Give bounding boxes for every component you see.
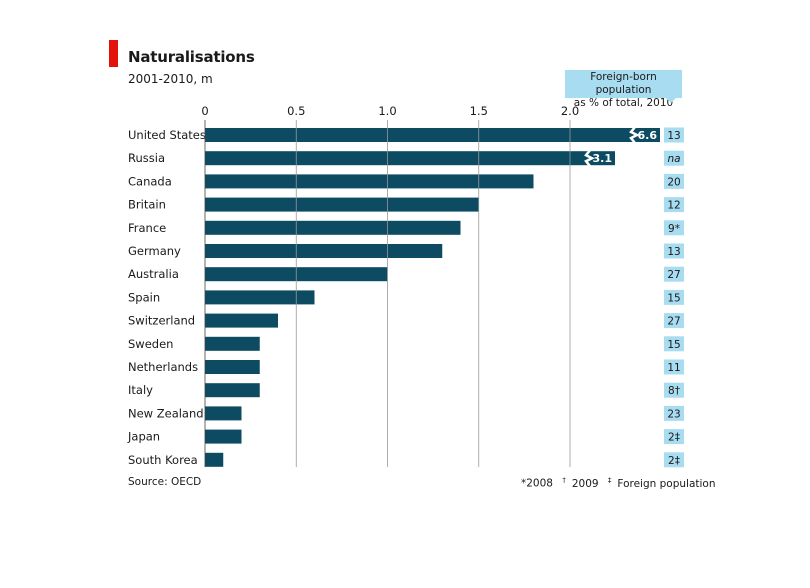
- bar-value-label: 6.6: [638, 129, 658, 142]
- foreign-born-header-line1: Foreign-born population: [590, 71, 657, 96]
- double-dagger-mark: ‡: [607, 476, 612, 484]
- axis-break-mark: [584, 149, 595, 167]
- category-label: United States: [128, 128, 206, 142]
- foreign-born-value: 13: [667, 130, 680, 142]
- foreign-born-value: na: [667, 153, 680, 165]
- bar: [205, 406, 242, 421]
- foreign-born-box: [664, 359, 684, 375]
- brand-tag: [109, 40, 118, 67]
- foreign-born-box: [664, 336, 684, 352]
- category-label: South Korea: [128, 453, 198, 467]
- bar: [205, 244, 443, 258]
- foreign-born-value: 13: [667, 246, 680, 258]
- category-label: Russia: [128, 151, 165, 165]
- bar: [205, 360, 260, 374]
- foreign-born-box: [664, 452, 684, 468]
- foreign-born-header-line2: as % of total, 2010: [573, 97, 674, 109]
- chart-title: Naturalisations: [128, 48, 255, 66]
- foreign-born-value: 15: [667, 339, 680, 351]
- foreign-born-value: 2‡: [668, 432, 680, 444]
- foreign-born-box: [664, 405, 684, 421]
- foreign-born-box: [664, 197, 684, 213]
- foreign-born-value: 27: [667, 316, 680, 328]
- chart-subtitle: 2001-2010, m: [128, 72, 213, 86]
- category-label: Australia: [128, 267, 179, 281]
- x-tick-label: 0: [201, 104, 208, 118]
- foreign-born-value: 11: [667, 362, 680, 374]
- bar: [205, 151, 615, 166]
- category-label: Canada: [128, 174, 172, 188]
- bar: [205, 128, 660, 142]
- category-label: Spain: [128, 290, 160, 304]
- bar: [205, 429, 242, 444]
- foreign-born-value: 15: [667, 292, 680, 304]
- foreign-born-box: [664, 150, 684, 166]
- x-tick-label: 1.0: [378, 104, 396, 118]
- foreign-born-box: [664, 289, 684, 305]
- bar: [205, 313, 278, 328]
- footnote-2008: *2008: [521, 477, 553, 490]
- foreign-born-box: [664, 429, 684, 445]
- foreign-born-box: [664, 173, 684, 189]
- foreign-born-box: [664, 243, 684, 259]
- foreign-born-header: Foreign-born population as % of total, 2…: [565, 70, 682, 109]
- foreign-born-value: 12: [667, 200, 680, 212]
- footnote-2009: † 2009: [562, 476, 599, 490]
- axis-break-mark: [629, 126, 640, 144]
- foreign-born-box: [664, 220, 684, 236]
- foreign-born-value: 20: [667, 176, 680, 188]
- category-label: Switzerland: [128, 314, 195, 328]
- foreign-born-box: [664, 382, 684, 398]
- dagger-mark: †: [562, 476, 566, 484]
- bar: [205, 336, 260, 351]
- category-label: New Zealand: [128, 406, 204, 420]
- bar: [205, 383, 260, 398]
- category-label: Germany: [128, 244, 181, 258]
- foreign-born-box: [664, 313, 684, 329]
- foreign-born-value: 8†: [668, 385, 680, 397]
- bar-value-label: 3.1: [593, 152, 613, 165]
- foreign-born-value: 9*: [668, 223, 680, 235]
- category-label: Britain: [128, 198, 166, 212]
- foreign-born-value: 2‡: [668, 455, 680, 467]
- source-note: Source: OECD: [128, 476, 202, 488]
- x-tick-label: 0.5: [287, 104, 305, 118]
- footnotes: *2008 † 2009 ‡ Foreign population: [521, 476, 716, 490]
- x-tick-label: 1.5: [470, 104, 488, 118]
- bar: [205, 174, 534, 189]
- x-tick-label: 2.0: [561, 104, 579, 118]
- foreign-born-box: [664, 127, 684, 143]
- category-label: France: [128, 221, 166, 235]
- foreign-born-value: 23: [667, 408, 680, 420]
- bar: [205, 197, 479, 212]
- bar: [205, 290, 315, 305]
- category-label: Italy: [128, 383, 153, 397]
- foreign-born-box: [664, 266, 684, 282]
- bar: [205, 452, 224, 467]
- footnote-foreign-population: ‡ Foreign population: [607, 476, 716, 490]
- category-label: Japan: [127, 430, 160, 444]
- category-label: Sweden: [128, 337, 173, 351]
- foreign-born-value: 27: [667, 269, 680, 281]
- category-label: Netherlands: [128, 360, 198, 374]
- bar: [205, 220, 461, 235]
